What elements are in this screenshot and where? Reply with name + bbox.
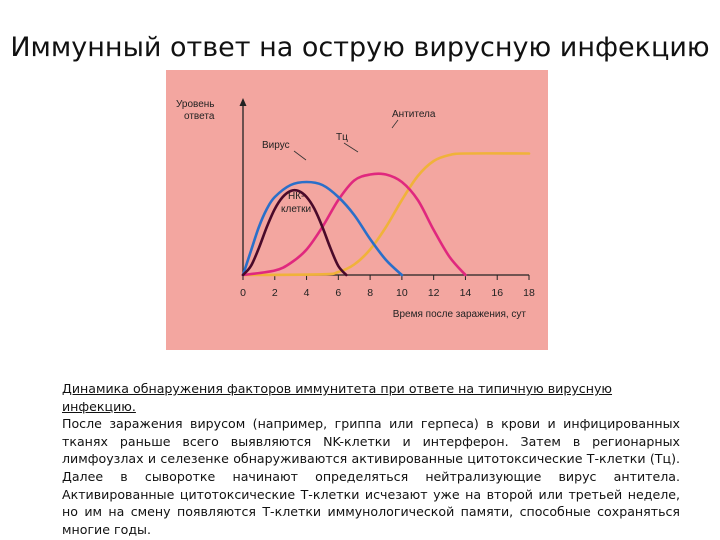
x-axis-label: Время после заражения, сут [393, 309, 527, 320]
antibodies-label: Антитела [392, 109, 436, 120]
x-tick-label: 14 [460, 287, 472, 299]
x-tick-label: 10 [396, 287, 408, 299]
x-tick-label: 4 [304, 287, 310, 299]
x-tick-label: 6 [335, 287, 341, 299]
x-tick-label: 12 [428, 287, 440, 299]
x-tick-label: 16 [491, 287, 503, 299]
virus-label: Вирус [262, 140, 290, 151]
nk-cells-label: НК- [288, 191, 304, 202]
cytotoxic-t-cells-label-pointer [343, 142, 359, 153]
y-axis-label-line-1: Уровень [176, 99, 215, 110]
y-axis-arrow [239, 98, 247, 106]
x-tick-label: 0 [240, 287, 246, 299]
x-tick-label: 18 [523, 287, 535, 299]
antibodies-curve [241, 152, 531, 277]
chart-background [166, 70, 548, 350]
immune-response-chart: Уровень ответа 0 2 4 6 8 10 12 14 16 18 НК-клетки В… [166, 70, 548, 350]
figure-caption: Динамика обнаружения факторов иммунитета… [62, 380, 680, 538]
virus-curve [241, 180, 404, 277]
slide-title: Иммунный ответ на острую вирусную инфекц… [10, 32, 710, 64]
antibodies-label-pointer [391, 119, 399, 129]
cytotoxic-t-cells-curve [241, 172, 467, 277]
y-axis-label-line-2: ответа [184, 111, 215, 122]
caption-title: Динамика обнаружения факторов иммунитета… [62, 381, 613, 414]
caption-body: После заражения вирусом (например, грипп… [62, 416, 680, 537]
nk-cells-curve [241, 188, 348, 277]
cytotoxic-t-cells-label: Тц [336, 132, 348, 143]
virus-label-pointer [293, 150, 307, 161]
x-tick-label: 8 [367, 287, 373, 299]
nk-cells-label: клетки [281, 204, 311, 215]
x-tick-label: 2 [272, 287, 278, 299]
